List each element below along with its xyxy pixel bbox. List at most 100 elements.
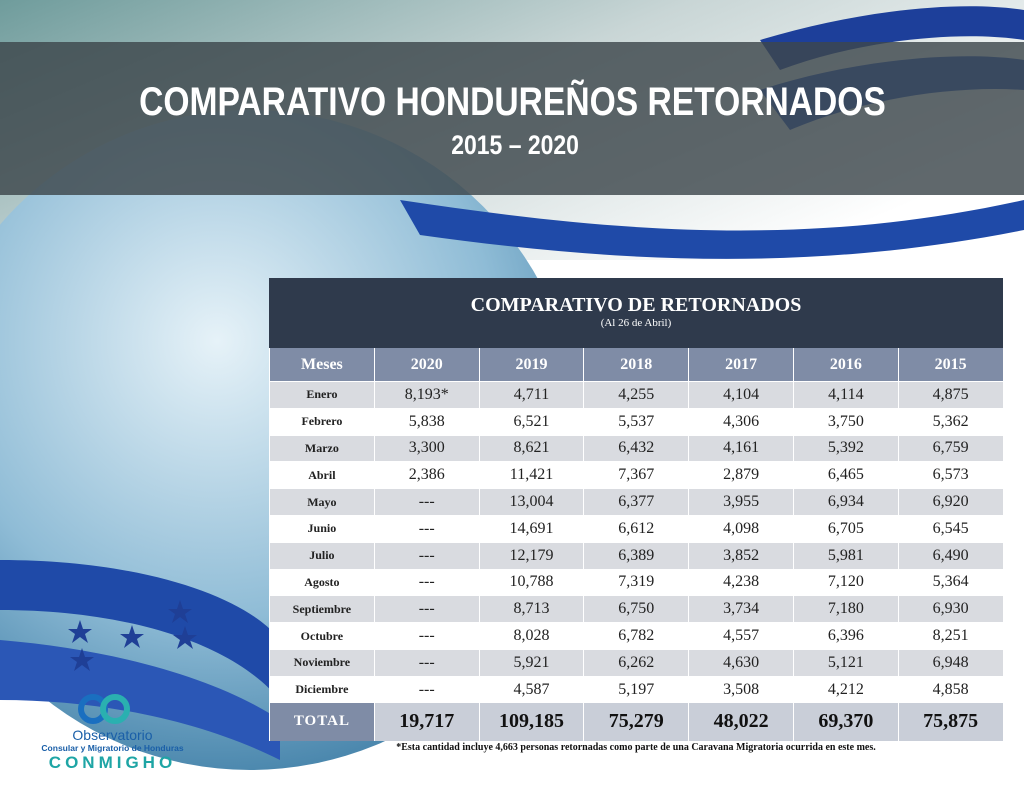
total-cell: 75,279 (583, 702, 688, 741)
logo-line2: Consular y Migratorio de Honduras (41, 743, 184, 753)
table-cell: --- (373, 623, 479, 649)
table-cell: 4,587 (478, 676, 584, 703)
table-row: Abril 2,386 11,421 7,367 2,879 6,465 6,573 (269, 461, 1003, 489)
table-cell: --- (373, 515, 479, 542)
table-cell: 3,955 (688, 489, 793, 515)
table-cell: 6,545 (897, 515, 1003, 542)
table-cell: 7,367 (583, 462, 688, 489)
table-cell: 5,362 (897, 408, 1003, 435)
table-cell: 6,490 (897, 542, 1003, 569)
month-label: Mayo (269, 489, 374, 515)
logo-mark (100, 694, 130, 724)
table-row: Julio --- 12,179 6,389 3,852 5,981 6,490 (269, 541, 1003, 569)
table-row: Septiembre --- 8,713 6,750 3,734 7,180 6,930 (269, 595, 1003, 623)
table-cell: 5,197 (583, 676, 688, 703)
column-header: 2018 (583, 348, 688, 381)
total-cell: 69,370 (792, 702, 898, 741)
table-cell: 8,713 (478, 596, 584, 623)
table-cell: 5,364 (897, 569, 1003, 596)
table-cell: 4,255 (583, 382, 688, 408)
title: COMPARATIVO HONDUREÑOS RETORNADOS (138, 80, 886, 124)
table-cell: 6,705 (792, 515, 898, 542)
table-cell: 5,121 (792, 649, 898, 676)
month-label: Marzo (269, 435, 374, 462)
table-cell: 2,879 (688, 462, 793, 489)
table-row: Diciembre --- 4,587 5,197 3,508 4,212 4,858 (269, 675, 1003, 703)
total-cell: 19,717 (373, 702, 479, 741)
table-cell: 8,251 (897, 623, 1003, 649)
month-label: Noviembre (269, 649, 374, 676)
table-subtitle: (Al 26 de Abril) (600, 317, 672, 329)
table-cell: 4,306 (688, 408, 793, 435)
month-label: Enero (269, 382, 374, 408)
total-row: TOTAL 19,717 109,185 75,279 48,022 69,370 75,8… (269, 702, 1003, 741)
table-cell: 6,920 (897, 489, 1003, 515)
table-cell: 6,934 (792, 489, 898, 515)
total-cell: 109,185 (478, 702, 584, 741)
table-row: Agosto --- 10,788 7,319 4,238 7,120 5,364 (269, 568, 1003, 596)
column-header: 2019 (478, 348, 584, 381)
month-label: Julio (269, 542, 374, 569)
table-cell: 13,004 (478, 489, 584, 515)
table-cell: 4,212 (792, 676, 898, 703)
logo-name: CONMIGHO (48, 753, 177, 772)
table-header: COMPARATIVO DE RETORNADOS (Al 26 de Abri… (269, 278, 1003, 348)
table-cell: 7,319 (583, 569, 688, 596)
month-label: Febrero (269, 408, 374, 435)
table-cell: --- (373, 489, 479, 515)
banner (0, 42, 1024, 195)
table-cell: 6,930 (897, 596, 1003, 623)
month-label: Diciembre (269, 676, 374, 703)
month-label: Septiembre (269, 596, 374, 623)
table-cell: 7,120 (792, 569, 898, 596)
table-title: COMPARATIVO DE RETORNADOS (470, 294, 802, 316)
ribbon (0, 640, 280, 760)
table-cell: 8,028 (478, 623, 584, 649)
table-cell: 8,193* (373, 382, 479, 408)
table-cell: 4,098 (688, 515, 793, 542)
table-cell: 2,386 (373, 462, 479, 489)
month-label: Agosto (269, 569, 374, 596)
table-cell: 5,537 (583, 408, 688, 435)
table-cell: --- (373, 676, 479, 703)
month-label: Octubre (269, 623, 374, 649)
table-cell: 6,750 (583, 596, 688, 623)
column-header: 2020 (373, 348, 479, 381)
table-cell: 11,421 (478, 462, 584, 489)
table-cell: 4,114 (792, 382, 898, 408)
logo: Observatorio Consular y Migratorio de Ho… (20, 727, 205, 773)
table-cell: 5,392 (792, 435, 898, 462)
table-cell: 3,750 (792, 408, 898, 435)
table-cell: 6,377 (583, 489, 688, 515)
table-cell: 4,104 (688, 382, 793, 408)
ribbon (0, 560, 280, 700)
table-row: Marzo 3,300 8,621 6,432 4,161 5,392 6,759 (269, 434, 1003, 462)
table-cell: 6,432 (583, 435, 688, 462)
table: COMPARATIVO DE RETORNADOS (Al 26 de Abri… (269, 278, 1003, 741)
subtitle: 2015 – 2020 (451, 130, 579, 160)
table-cell: --- (373, 649, 479, 676)
column-header: Meses (269, 348, 374, 381)
table-cell: 6,396 (792, 623, 898, 649)
table-cell: 6,521 (478, 408, 584, 435)
column-header: 2017 (688, 348, 793, 381)
table-cell: 6,465 (792, 462, 898, 489)
total-cell: 75,875 (897, 702, 1003, 741)
table-cell: 6,782 (583, 623, 688, 649)
table-cell: 3,852 (688, 542, 793, 569)
subtitle-wrap: 2015 – 2020 (0, 130, 1024, 161)
table-cell: 4,711 (478, 382, 584, 408)
table-cell: --- (373, 596, 479, 623)
table-cell: 12,179 (478, 542, 584, 569)
table-row: Octubre --- 8,028 6,782 4,557 6,396 8,251 (269, 622, 1003, 649)
table-cell: 6,759 (897, 435, 1003, 462)
table-cell: 10,788 (478, 569, 584, 596)
table-row: Junio --- 14,691 6,612 4,098 6,705 6,545 (269, 514, 1003, 542)
table-cell: --- (373, 542, 479, 569)
month-label: Junio (269, 515, 374, 542)
table-cell: 6,389 (583, 542, 688, 569)
table-cell: 6,262 (583, 649, 688, 676)
footnote: *Esta cantidad incluye 4,663 personas re… (396, 742, 876, 753)
table-cell: 3,734 (688, 596, 793, 623)
table-cell: 8,621 (478, 435, 584, 462)
